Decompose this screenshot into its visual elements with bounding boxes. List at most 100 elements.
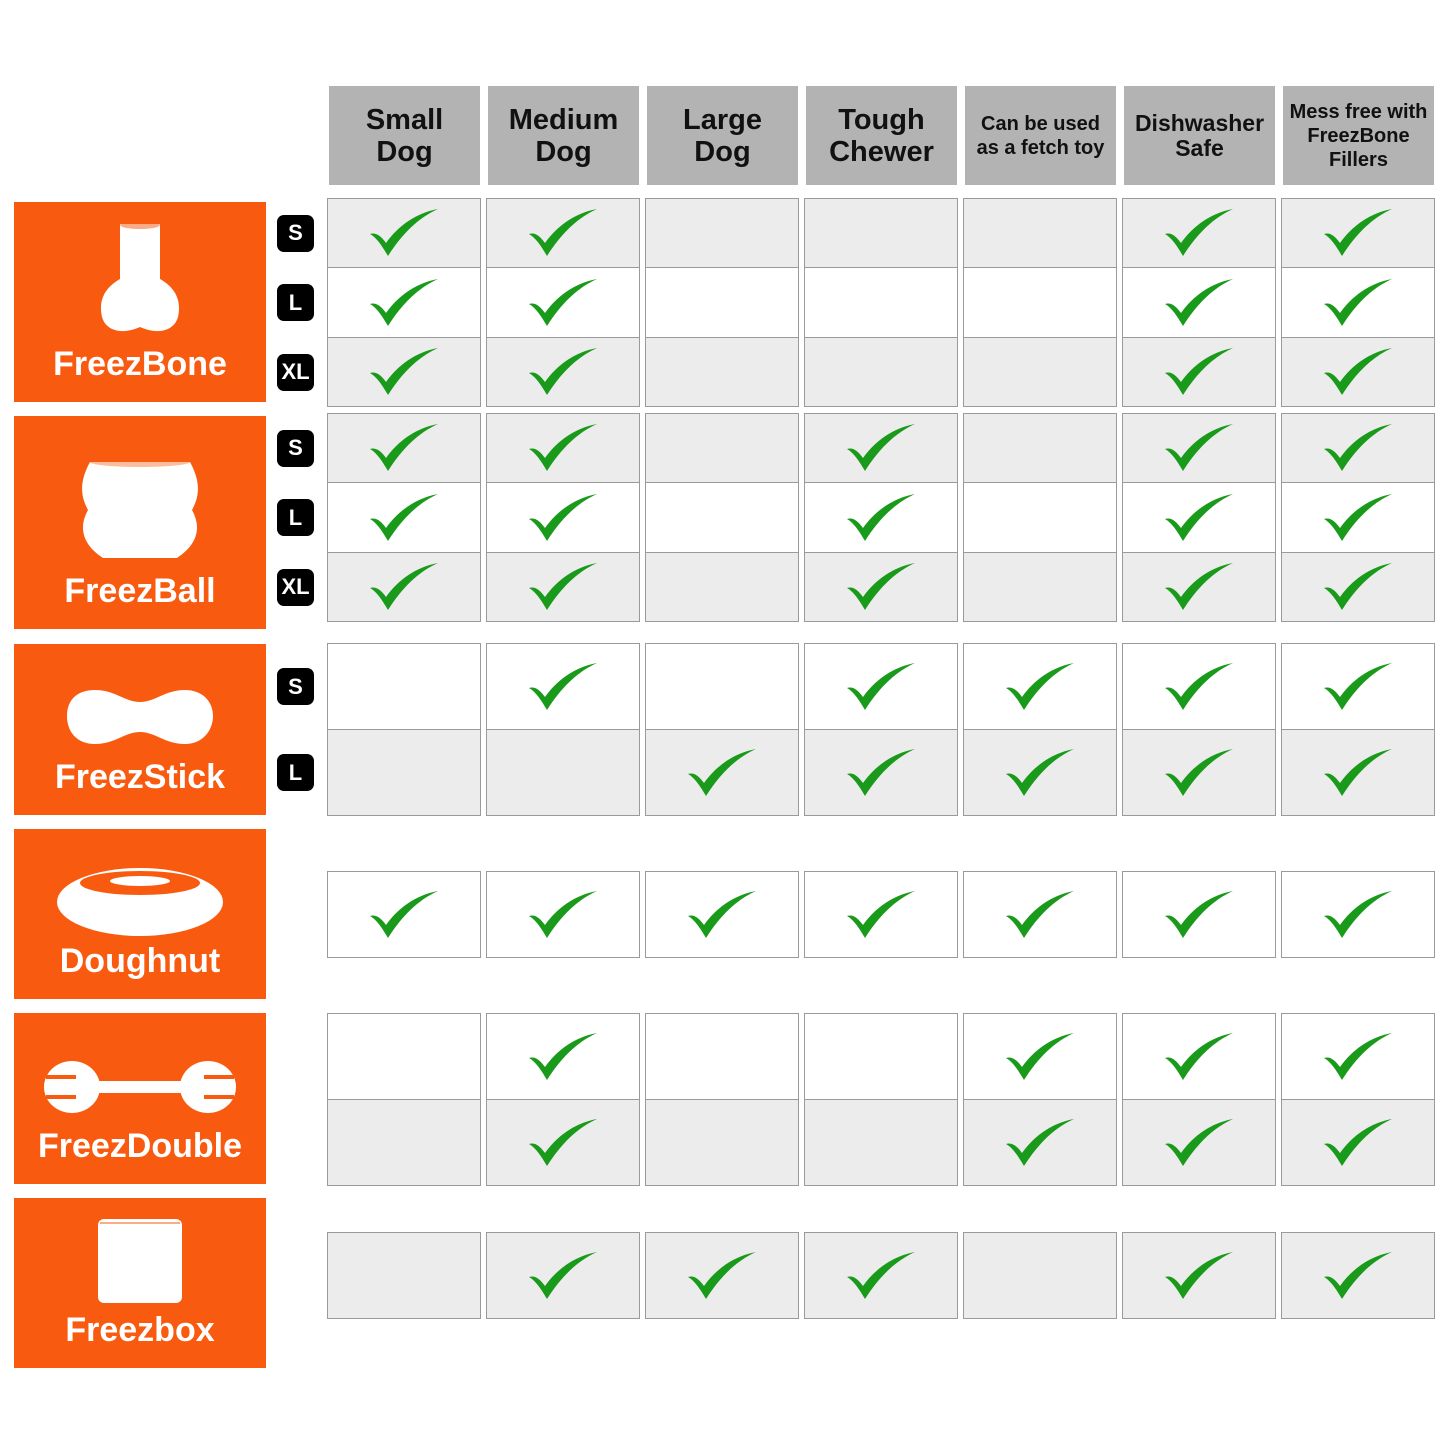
check-icon: [847, 890, 915, 938]
product-panel-freezbox: Freezbox: [14, 1198, 266, 1368]
column-header-label: Large Dog: [683, 103, 762, 168]
bone-icon: [100, 221, 180, 332]
table-cell: [1281, 198, 1435, 268]
check-icon: [847, 424, 915, 471]
check-icon: [847, 662, 915, 710]
table-cell: [486, 552, 640, 622]
table-cell: [1122, 552, 1276, 622]
table-cell: [963, 729, 1117, 816]
table-cell: [1122, 871, 1276, 958]
table-cell: [1122, 1232, 1276, 1319]
product-name: FreezBone: [53, 345, 227, 383]
table-cell: [645, 1099, 799, 1186]
table-cell: [1281, 267, 1435, 338]
check-icon: [1006, 662, 1074, 710]
table-cell: [645, 267, 799, 338]
check-icon: [1165, 1118, 1233, 1166]
check-icon: [1165, 493, 1233, 541]
table-cell: [804, 871, 958, 958]
check-icon: [1324, 424, 1392, 471]
table-cell: [645, 482, 799, 553]
check-icon: [529, 1118, 597, 1166]
table-cell: [1122, 482, 1276, 553]
table-cell: [486, 1232, 640, 1319]
check-icon: [529, 348, 597, 395]
table-cell: [327, 729, 481, 816]
check-icon: [1006, 748, 1074, 796]
check-icon: [529, 1251, 597, 1299]
table-cell: [327, 413, 481, 483]
product-panel-doughnut: Doughnut: [14, 829, 266, 999]
table-cell: [327, 1232, 481, 1319]
table-cell: [804, 198, 958, 268]
check-icon: [1165, 424, 1233, 471]
table-cell: [1122, 198, 1276, 268]
table-cell: [486, 267, 640, 338]
check-icon: [529, 493, 597, 541]
table-cell: [1281, 1232, 1435, 1319]
table-cell: [327, 267, 481, 338]
check-icon: [688, 1251, 756, 1299]
column-header: Medium Dog: [488, 86, 639, 185]
table-cell: [486, 482, 640, 553]
table-cell: [1122, 1013, 1276, 1100]
table-cell: [327, 871, 481, 958]
check-icon: [370, 278, 438, 326]
table-cell: [486, 729, 640, 816]
table-cell: [1281, 482, 1435, 553]
product-panel-freezstick: FreezStick: [14, 644, 266, 815]
table-cell: [1281, 1013, 1435, 1100]
column-header-label: Mess free with FreezBone Fillers: [1289, 100, 1428, 171]
table-cell: [1122, 1099, 1276, 1186]
check-icon: [1165, 1032, 1233, 1080]
check-icon: [370, 348, 438, 395]
product-panel-freezdouble: FreezDouble: [14, 1013, 266, 1184]
size-badge: S: [277, 668, 314, 705]
column-header: Can be used as a fetch toy: [965, 86, 1116, 185]
check-icon: [688, 748, 756, 796]
table-cell: [1281, 552, 1435, 622]
check-icon: [370, 209, 438, 256]
table-cell: [804, 267, 958, 338]
product-panel-freezball: FreezBall: [14, 416, 266, 629]
column-header-label: Small Dog: [365, 103, 444, 168]
table-cell: [963, 1099, 1117, 1186]
table-cell: [645, 1232, 799, 1319]
check-icon: [529, 424, 597, 471]
table-cell: [804, 1232, 958, 1319]
table-cell: [645, 552, 799, 622]
check-icon: [1324, 493, 1392, 541]
check-icon: [1006, 1032, 1074, 1080]
check-icon: [1165, 890, 1233, 938]
check-icon: [529, 890, 597, 938]
check-icon: [1324, 1032, 1392, 1080]
check-icon: [1324, 563, 1392, 610]
column-header-label: Dishwasher Safe: [1134, 109, 1265, 161]
check-icon: [1324, 748, 1392, 796]
check-icon: [529, 209, 597, 256]
box-icon: [98, 1219, 182, 1303]
table-cell: [486, 198, 640, 268]
table-cell: [1122, 267, 1276, 338]
check-icon: [1165, 748, 1233, 796]
check-icon: [529, 563, 597, 610]
product-name: Freezbox: [65, 1311, 215, 1349]
size-badge: XL: [277, 353, 314, 391]
table-cell: [327, 337, 481, 407]
check-icon: [847, 1251, 915, 1299]
size-badge: L: [277, 499, 314, 536]
table-cell: [963, 552, 1117, 622]
table-cell: [327, 198, 481, 268]
check-icon: [1006, 890, 1074, 938]
check-icon: [1324, 348, 1392, 395]
check-icon: [1324, 1251, 1392, 1299]
column-header: Dishwasher Safe: [1124, 86, 1275, 185]
check-icon: [1165, 1251, 1233, 1299]
table-cell: [645, 337, 799, 407]
table-cell: [963, 337, 1117, 407]
table-cell: [486, 1099, 640, 1186]
check-icon: [370, 563, 438, 610]
table-cell: [804, 337, 958, 407]
check-icon: [847, 493, 915, 541]
table-cell: [327, 482, 481, 553]
